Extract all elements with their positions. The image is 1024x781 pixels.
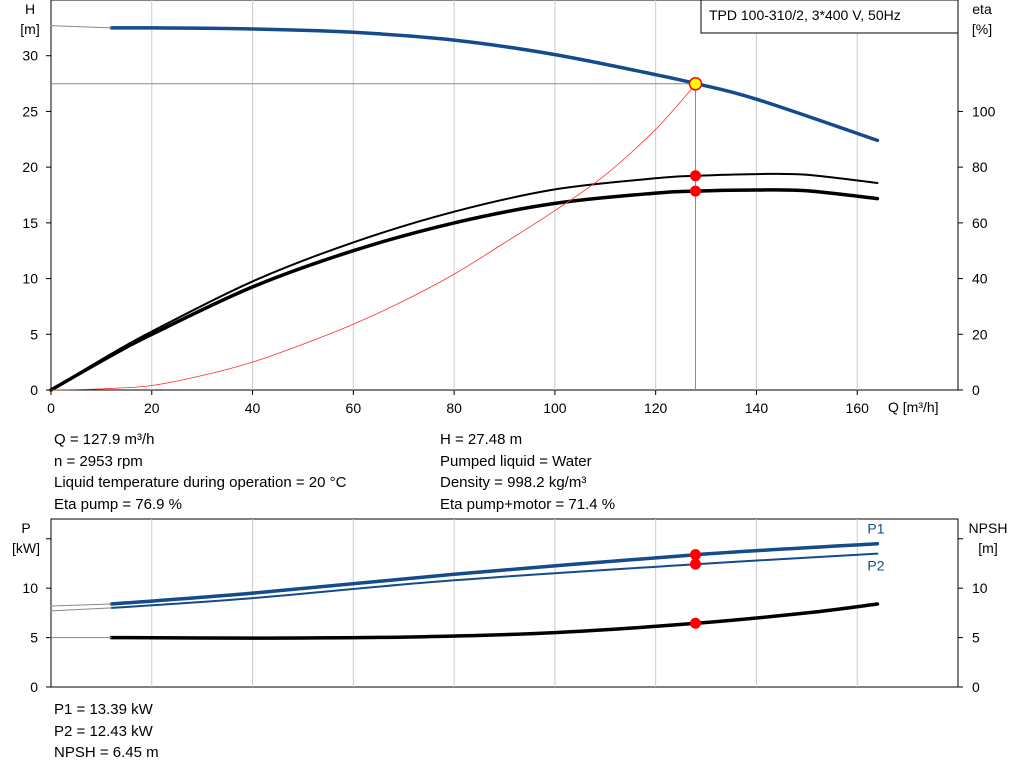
info-flow: Q = 127.9 m³/h <box>54 431 155 448</box>
x-tick-label: 0 <box>47 400 55 416</box>
power-chart-duty-points <box>689 549 701 629</box>
power-tick-label: 5 <box>30 630 38 646</box>
eta-tick-label: 0 <box>972 382 980 398</box>
power-tick-label: 0 <box>30 679 38 695</box>
head-chart-series <box>49 25 880 392</box>
info-p1: P1 = 13.39 kW <box>54 701 153 718</box>
head-tick-label: 5 <box>30 326 38 342</box>
head-curve <box>109 26 880 143</box>
npsh-tick-label: 5 <box>972 630 980 646</box>
info-liquid-temperature: Liquid temperature during operation = 20… <box>54 474 347 491</box>
x-tick-label: 80 <box>446 400 462 416</box>
head-chart-frame <box>50 0 959 391</box>
system-curve <box>50 83 697 391</box>
head-tick-label: 0 <box>30 382 38 398</box>
head-chart-duty-points <box>688 77 703 197</box>
p2-curve <box>110 552 879 609</box>
power-chart-series: P1 P2 <box>50 521 885 640</box>
duty-point-eta-pump <box>689 170 701 182</box>
head-tick-label: 30 <box>22 48 38 64</box>
duty-point-head <box>688 77 703 91</box>
eta-pump-motor-curve <box>49 188 880 392</box>
duty-info-left: Q = 127.9 m³/h n = 2953 rpm Liquid tempe… <box>54 429 346 515</box>
head-axis-label: H [m] <box>20 1 39 37</box>
info-speed: n = 2953 rpm <box>54 452 143 470</box>
x-tick-label: 160 <box>846 400 870 416</box>
p2-curve-extension <box>50 607 112 612</box>
power-chart-grid <box>151 519 858 687</box>
info-eta-pump-motor: Eta pump+motor = 71.4 % <box>440 495 616 513</box>
duty-point-p2 <box>689 558 701 570</box>
power-axis-label: P [kW] <box>12 520 40 556</box>
info-head: H = 27.48 m <box>440 431 523 448</box>
head-tick-label: 25 <box>22 103 38 119</box>
head-chart-grid <box>151 0 858 390</box>
head-chart-ticks: 0 20 40 60 80 100 120 140 160 0 5 10 15 20 25 30 0 20 40 60… <box>22 48 995 416</box>
eta-tick-label: 20 <box>972 326 988 342</box>
chart-title-box <box>700 0 959 34</box>
info-density: Density = 998.2 kg/m³ <box>440 474 587 491</box>
x-tick-label: 20 <box>144 400 160 416</box>
flow-axis-label: Q [m³/h] <box>888 399 939 415</box>
npsh-tick-label: 0 <box>972 679 980 695</box>
head-tick-label: 10 <box>22 271 38 287</box>
x-tick-label: 60 <box>346 400 362 416</box>
duty-info-right: H = 27.48 m Pumped liquid = Water Densit… <box>440 429 615 515</box>
x-tick-label: 100 <box>543 400 567 416</box>
info-eta-pump: Eta pump = 76.9 % <box>54 495 182 513</box>
duty-point-p1 <box>689 549 701 561</box>
npsh-axis-label: NPSH [m] <box>969 520 1008 556</box>
eta-tick-label: 60 <box>972 215 988 231</box>
eta-axis-label: eta [%] <box>972 1 992 37</box>
x-tick-label: 120 <box>644 400 668 416</box>
x-tick-label: 40 <box>245 400 261 416</box>
power-info: P1 = 13.39 kW P2 = 12.43 kW NPSH = 6.45 … <box>54 699 159 764</box>
power-chart-frame <box>50 518 959 688</box>
duty-point-eta-pump-motor <box>689 185 701 197</box>
head-tick-label: 20 <box>22 159 38 175</box>
info-npsh: NPSH = 6.45 m <box>54 744 159 761</box>
p1-curve <box>109 541 880 606</box>
npsh-curve <box>109 602 880 640</box>
head-curve-extension <box>50 25 112 29</box>
x-tick-label: 140 <box>745 400 769 416</box>
head-tick-label: 15 <box>22 215 38 231</box>
eta-tick-label: 40 <box>972 271 988 287</box>
eta-pump-curve <box>50 172 879 391</box>
series-label-p2: P2 <box>867 558 884 574</box>
p1-curve-extension <box>50 603 112 607</box>
power-chart-ticks: 0 5 10 0 5 10 <box>22 538 988 695</box>
power-tick-label: 10 <box>22 580 38 596</box>
series-label-p1: P1 <box>867 521 884 537</box>
npsh-tick-label: 10 <box>972 580 988 596</box>
chart-title: TPD 100-310/2, 3*400 V, 50Hz <box>709 7 901 23</box>
duty-point-npsh <box>689 617 701 629</box>
info-pumped-liquid: Pumped liquid = Water <box>440 452 592 470</box>
eta-tick-label: 100 <box>972 103 996 119</box>
info-p2: P2 = 12.43 kW <box>54 722 153 740</box>
eta-tick-label: 80 <box>972 159 988 175</box>
